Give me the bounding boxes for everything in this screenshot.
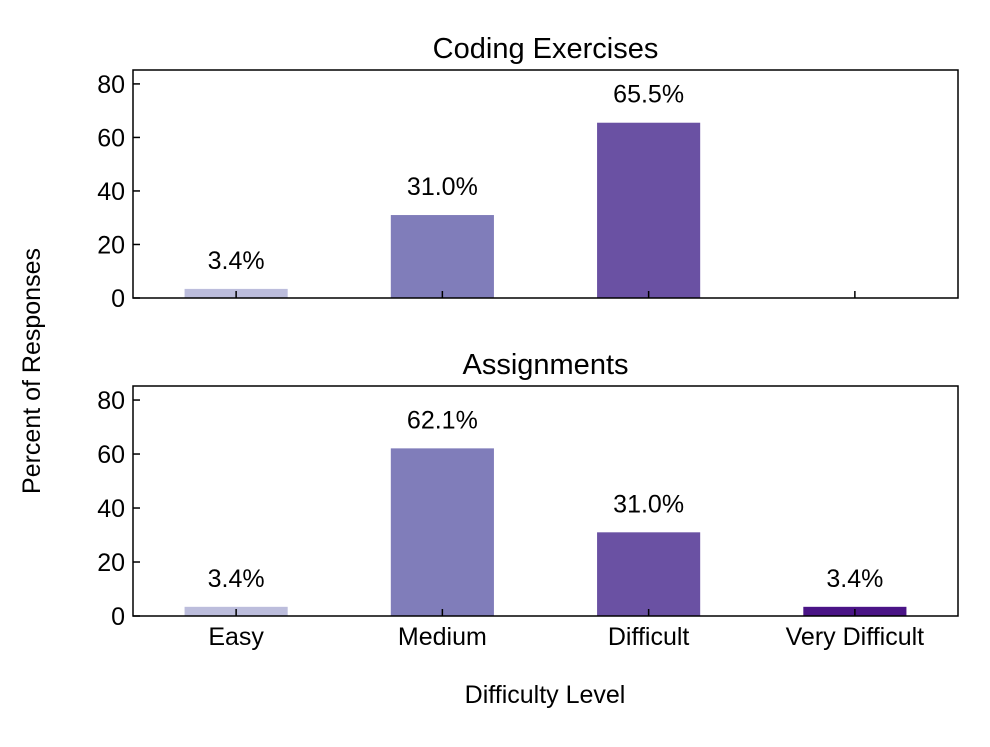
x-tick-label: Easy	[208, 623, 264, 651]
y-axis-label: Percent of Responses	[18, 248, 46, 494]
y-tick-label: 20	[97, 549, 125, 577]
data-label: 3.4%	[208, 247, 265, 275]
y-tick-label: 20	[97, 231, 125, 259]
y-tick-label: 40	[97, 495, 125, 523]
bar-difficult	[597, 532, 701, 616]
subplot-assignments: Assignments 3.4% Easy 62.1% Medium 31.0% Diffi…	[97, 349, 959, 651]
data-label: 62.1%	[407, 406, 478, 434]
y-tick-label: 80	[97, 71, 125, 99]
subplot-coding-exercises: Coding Exercises 3.4% 31.0% 65.5% 0 20 40 60 80	[97, 33, 959, 313]
axes-frame	[132, 385, 959, 617]
data-label: 3.4%	[208, 565, 265, 593]
y-tick-label: 80	[97, 387, 125, 415]
y-tick-label: 60	[97, 124, 125, 152]
data-label: 31.0%	[613, 490, 684, 518]
y-tick-label: 40	[97, 178, 125, 206]
subplot-title: Coding Exercises	[433, 33, 659, 65]
bar-medium	[390, 215, 494, 298]
data-label: 31.0%	[407, 173, 478, 201]
x-tick-label: Difficult	[608, 623, 690, 651]
x-tick-label: Medium	[398, 623, 487, 651]
x-axis-label: Difficulty Level	[465, 681, 626, 709]
y-tick-label: 0	[111, 285, 125, 313]
bar-medium	[390, 448, 494, 616]
axes-frame	[132, 69, 959, 299]
bar-difficult	[597, 122, 701, 298]
data-label: 3.4%	[826, 565, 883, 593]
x-tick-label: Very Difficult	[786, 623, 925, 651]
y-tick-label: 60	[97, 441, 125, 469]
data-label: 65.5%	[613, 81, 684, 109]
y-tick-label: 0	[111, 603, 125, 631]
subplot-title: Assignments	[462, 349, 628, 381]
